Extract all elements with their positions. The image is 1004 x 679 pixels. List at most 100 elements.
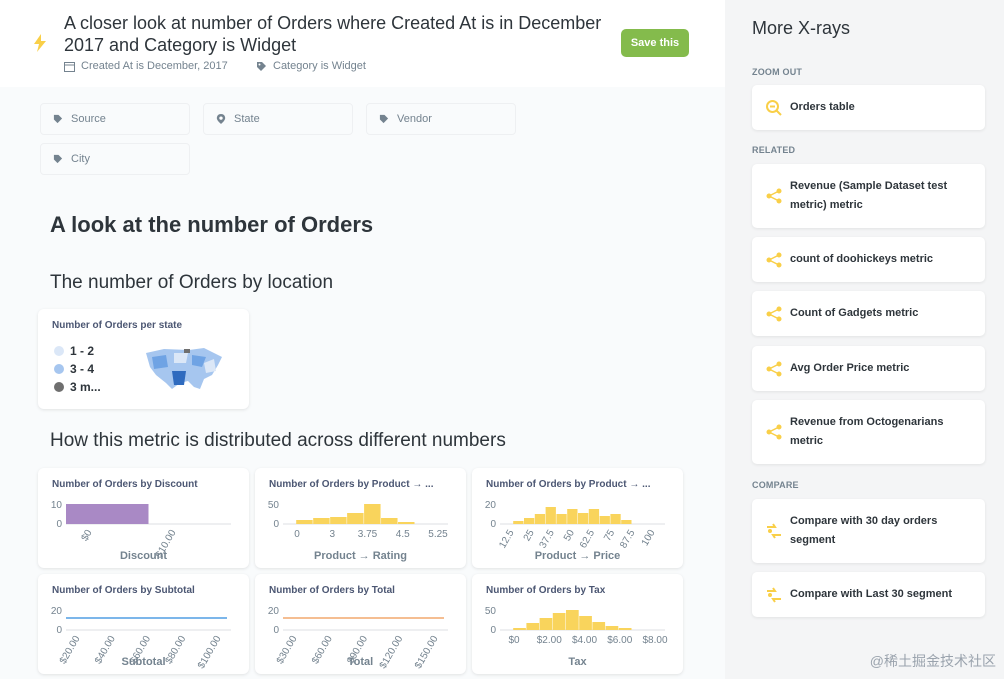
sidebar-item-avg-order-price[interactable]: Avg Order Price metric (752, 346, 985, 391)
bar (313, 518, 330, 524)
x-tick-label: $0 (80, 528, 95, 544)
sidebar-item-label: count of doohickeys metric (790, 253, 934, 265)
bar (578, 513, 589, 524)
x-tick-label: $4.00 (572, 635, 597, 646)
save-button[interactable]: Save this (621, 29, 689, 57)
legend-dot (54, 382, 64, 392)
sidebar-title: More X-rays (752, 18, 851, 38)
sidebar-item-revenue-sample[interactable]: Revenue (Sample Dataset test metric) met… (752, 164, 985, 228)
x-tick-label: 5.25 (428, 529, 448, 540)
y-tick-label: 20 (268, 606, 280, 617)
watermark: @稀土掘金技术社区 (869, 653, 996, 669)
y-tick-label: 20 (51, 606, 63, 617)
bar (592, 622, 606, 630)
filter-created-at[interactable]: Created At is December, 2017 (64, 60, 228, 72)
y-tick-label: 10 (51, 500, 63, 511)
bar (556, 514, 567, 524)
param-source[interactable]: Source (40, 103, 190, 135)
bar (552, 613, 566, 630)
param-city-label: City (71, 153, 90, 165)
chart-card[interactable]: Number of Orders by Subtotal 20 0 $20.00 $40… (38, 574, 249, 674)
section-heading-location: The number of Orders by location (50, 272, 334, 293)
x-tick-label: 50 (562, 528, 577, 544)
x-axis-title: Product → Price (535, 550, 621, 562)
legend-label: 3 m... (70, 380, 101, 394)
sidebar-item-label: Orders table (790, 101, 855, 113)
x-axis-title: Tax (568, 656, 587, 668)
legend-dot (54, 346, 64, 356)
chart-card[interactable]: Number of Orders by Total 20 0 $30.00 $60.00… (255, 574, 466, 674)
y-tick-label: 0 (56, 625, 62, 636)
x-tick-label: 25 (522, 528, 537, 544)
sidebar-item-octogenarians[interactable]: Revenue from Octogenarians metric (752, 400, 985, 464)
x-tick-label: 37.5 (538, 528, 557, 551)
legend-label: 3 - 4 (70, 362, 95, 376)
chart-svg: 50 0 0 3 3.75 4.5 5.25 Product → Rating (268, 500, 448, 562)
sidebar-item-compare-30-day[interactable]: Compare with 30 day orders segment (752, 499, 985, 563)
sidebar-item-label: Revenue from Octogenarians metric (790, 416, 944, 447)
x-tick-label: 75 (602, 528, 617, 544)
bar (534, 514, 546, 524)
bar (296, 520, 313, 524)
x-tick-label: $40.00 (93, 634, 118, 666)
map-card-title: Number of Orders per state (52, 320, 183, 331)
bar (364, 504, 381, 524)
share-icon (766, 252, 782, 267)
legend-item: 3 - 4 (54, 362, 94, 376)
y-tick-label: 0 (490, 519, 496, 530)
sidebar-item-orders-table[interactable]: Orders table (752, 85, 985, 130)
sidebar-item-label: Compare with Last 30 segment (790, 588, 952, 600)
chart-card[interactable]: Number of Orders by Product → ... 20 0 12.5… (472, 468, 683, 568)
sidebar-item-label: Avg Order Price metric (790, 362, 910, 374)
x-tick-label: 87.5 (618, 528, 637, 551)
share-icon (766, 361, 782, 376)
legend-dot (54, 364, 64, 374)
sidebar-section-label: COMPARE (752, 480, 799, 490)
share-icon (766, 306, 782, 321)
x-tick-label: $8.00 (642, 635, 667, 646)
param-city[interactable]: City (40, 143, 190, 175)
x-tick-label: $100.00 (196, 634, 224, 671)
bar (347, 513, 364, 524)
x-axis-title: Product → Rating (314, 550, 407, 562)
filter-category-label: Category is Widget (273, 60, 366, 72)
sidebar-item-doohickeys[interactable]: count of doohickeys metric (752, 237, 985, 282)
bar (599, 516, 610, 524)
y-tick-label: 50 (485, 606, 497, 617)
param-vendor-label: Vendor (397, 113, 432, 125)
param-state[interactable]: State (203, 103, 353, 135)
tag-icon (257, 61, 266, 71)
bar (524, 518, 535, 524)
x-tick-label: $30.00 (275, 634, 300, 666)
sidebar-section-label: ZOOM OUT (752, 67, 803, 77)
x-tick-label: 0 (294, 529, 300, 540)
section-heading-distribution: How this metric is distributed across di… (50, 430, 506, 451)
tag-icon (53, 114, 63, 124)
bar (567, 509, 578, 524)
x-tick-label: 3.75 (358, 529, 378, 540)
bar (526, 623, 540, 630)
param-vendor[interactable]: Vendor (366, 103, 516, 135)
sidebar-item-gadgets[interactable]: Count of Gadgets metric (752, 291, 985, 336)
filter-category[interactable]: Category is Widget (256, 60, 366, 72)
bar (610, 514, 621, 524)
chart-card[interactable]: Number of Orders by Product → ... 50 0 0 3 3.… (255, 468, 466, 568)
chart-card[interactable]: Number of Orders by Discount 10 0 $0 $10.00 D… (38, 468, 249, 568)
y-tick-label: 0 (273, 625, 279, 636)
sidebar-item-compare-last-30[interactable]: Compare with Last 30 segment (752, 572, 985, 617)
chart-svg: 20 012.5 25 37.5 50 62.5 75 87.5 100 Product → Pr… (485, 500, 665, 562)
calendar-icon (64, 61, 75, 72)
legend-item: 3 m... (54, 380, 101, 394)
location-pin-icon (216, 114, 226, 124)
section-heading-main: A look at the number of Orders (50, 212, 374, 237)
xray-sidebar: More X-rays ZOOM OUT Orders table RELATE… (725, 0, 1004, 679)
x-axis-title: Discount (120, 550, 167, 562)
x-tick-label: $150.00 (413, 634, 441, 671)
bar (588, 509, 600, 524)
chart-card[interactable]: Number of Orders by Tax 50 0 $0 $2.00 $4.00 $6… (472, 574, 683, 674)
x-tick-label: 4.5 (396, 529, 410, 540)
page-header: A closer look at number of Orders where … (0, 0, 725, 87)
x-tick-label: $80.00 (164, 634, 189, 666)
map-card[interactable]: Number of Orders per state 1 - 2 3 - 4 3… (38, 309, 249, 409)
